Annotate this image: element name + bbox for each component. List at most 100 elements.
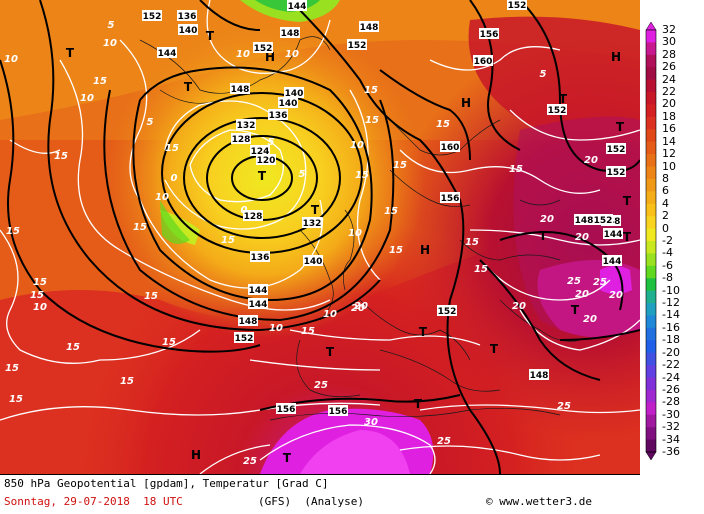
temperature-value: 10	[285, 49, 299, 60]
scale-tick-label: -22	[662, 358, 680, 372]
pressure-system-labels: T T T T T T T T T T T T T T T T H H H H H	[66, 29, 632, 465]
pressure-system-label: H	[611, 50, 621, 64]
temperature-value: 10	[323, 309, 337, 320]
geopotential-value-bg	[287, 0, 307, 11]
scale-swatch	[646, 54, 656, 68]
scale-tick-label: 30	[662, 35, 676, 49]
geopotential-value-bg	[602, 255, 622, 266]
temperature-value: 15	[33, 277, 47, 288]
geopotential-value: 148	[530, 371, 549, 381]
pressure-system-label: T	[283, 451, 292, 465]
geopotential-value: 160	[441, 143, 460, 153]
scale-swatch	[646, 377, 656, 391]
geopotential-value-bg	[238, 315, 258, 326]
geopotential-value: 148	[239, 317, 258, 327]
geopotential-value-bg	[529, 369, 549, 380]
geopotential-value-bg	[440, 141, 460, 152]
geopotential-value-bg	[479, 28, 499, 39]
scale-tick-label: -24	[662, 370, 680, 384]
geopotential-value-bg	[243, 210, 263, 221]
geopotential-value-bg	[256, 154, 276, 165]
temperature-value: 15	[54, 151, 68, 162]
scale-tick-label: 26	[662, 60, 676, 74]
scale-tick-label: -14	[662, 308, 680, 322]
pressure-system-label: H	[265, 50, 275, 64]
geopotential-value: 152	[438, 307, 457, 317]
geopotential-value: 148	[281, 29, 300, 39]
scale-swatch	[646, 67, 656, 81]
temperature-value: 20	[609, 290, 623, 301]
pressure-system-label: T	[571, 303, 580, 317]
scale-swatch	[646, 116, 656, 130]
geopotential-value: 144	[603, 257, 622, 267]
temperature-value: 15	[165, 143, 179, 154]
geopotential-value: 152	[508, 1, 527, 11]
temperature-value: 25	[593, 277, 607, 288]
scale-swatch	[646, 104, 656, 118]
geopotential-value-bg	[507, 0, 527, 10]
color-scale	[640, 0, 704, 474]
scale-tick-label: -10	[662, 283, 680, 297]
scale-swatch	[646, 389, 656, 403]
geopotential-value-bg	[230, 83, 250, 94]
temperature-value: 10	[348, 228, 362, 239]
pressure-system-label: T	[419, 325, 428, 339]
geopotential-value-bg	[250, 145, 270, 156]
geopotential-value: 132	[237, 121, 256, 131]
scale-swatch	[646, 92, 656, 105]
pressure-system-label: T	[311, 203, 320, 217]
scale-swatch	[646, 166, 656, 180]
geopotential-value: 152	[548, 106, 567, 116]
geopotential-value: 124	[251, 147, 270, 157]
geopotential-value-bg	[473, 55, 493, 66]
scale-swatch	[646, 129, 656, 143]
geopotential-value: 136	[269, 111, 288, 121]
temperature-value: 10	[4, 54, 18, 65]
scale-tick-label: -18	[662, 333, 680, 347]
temperature-value: 25	[567, 276, 581, 287]
temperature-value: 15	[30, 290, 44, 301]
pressure-system-label: H	[191, 448, 201, 462]
scale-swatch	[646, 253, 656, 267]
pressure-system-label: T	[414, 397, 423, 411]
geopotential-value-bg	[248, 298, 268, 309]
source-credit[interactable]: © www.wetter3.de	[486, 495, 592, 508]
geopotential-value: 148	[360, 23, 379, 33]
temperature-value: 15	[221, 235, 235, 246]
geopotential-value: 144	[604, 230, 623, 240]
scale-swatch	[646, 402, 656, 416]
geopotential-value: 156	[329, 407, 348, 417]
geopotential-value: 120	[257, 156, 276, 166]
geopotential-value: 160	[474, 57, 493, 67]
temperature-value: 0	[171, 173, 178, 184]
temperature-value: 20	[575, 232, 589, 243]
color-scale-bar	[645, 21, 657, 461]
scale-tick-label: -26	[662, 382, 680, 396]
temperature-value: 15	[6, 226, 20, 237]
temperature-value: 15	[365, 115, 379, 126]
geopotential-value: 152	[348, 41, 367, 51]
coastlines	[139, 36, 581, 421]
temperature-value: 10	[33, 302, 47, 313]
temperature-value: 10	[103, 38, 117, 49]
geopotential-value: 148	[231, 85, 250, 95]
scale-swatch	[646, 327, 656, 341]
geopotential-value-bg	[359, 21, 379, 32]
scale-swatch	[646, 141, 656, 155]
pressure-system-label: T	[490, 342, 499, 356]
temperature-value: 5	[268, 137, 275, 148]
scale-tick-label: 6	[662, 184, 669, 198]
scale-swatch	[646, 203, 656, 217]
geopotential-value: 156	[277, 405, 296, 415]
scale-swatch	[646, 414, 656, 428]
map-title: 850 hPa Geopotential [gpdam], Temperatur…	[4, 477, 329, 490]
geopotential-value-bg	[603, 228, 623, 239]
temperature-value: 10	[269, 323, 283, 334]
geopotential-value: 156	[480, 30, 499, 40]
temperature-value: 25	[557, 401, 571, 412]
scale-swatch	[646, 290, 656, 304]
scale-tick-label: -6	[662, 258, 673, 272]
